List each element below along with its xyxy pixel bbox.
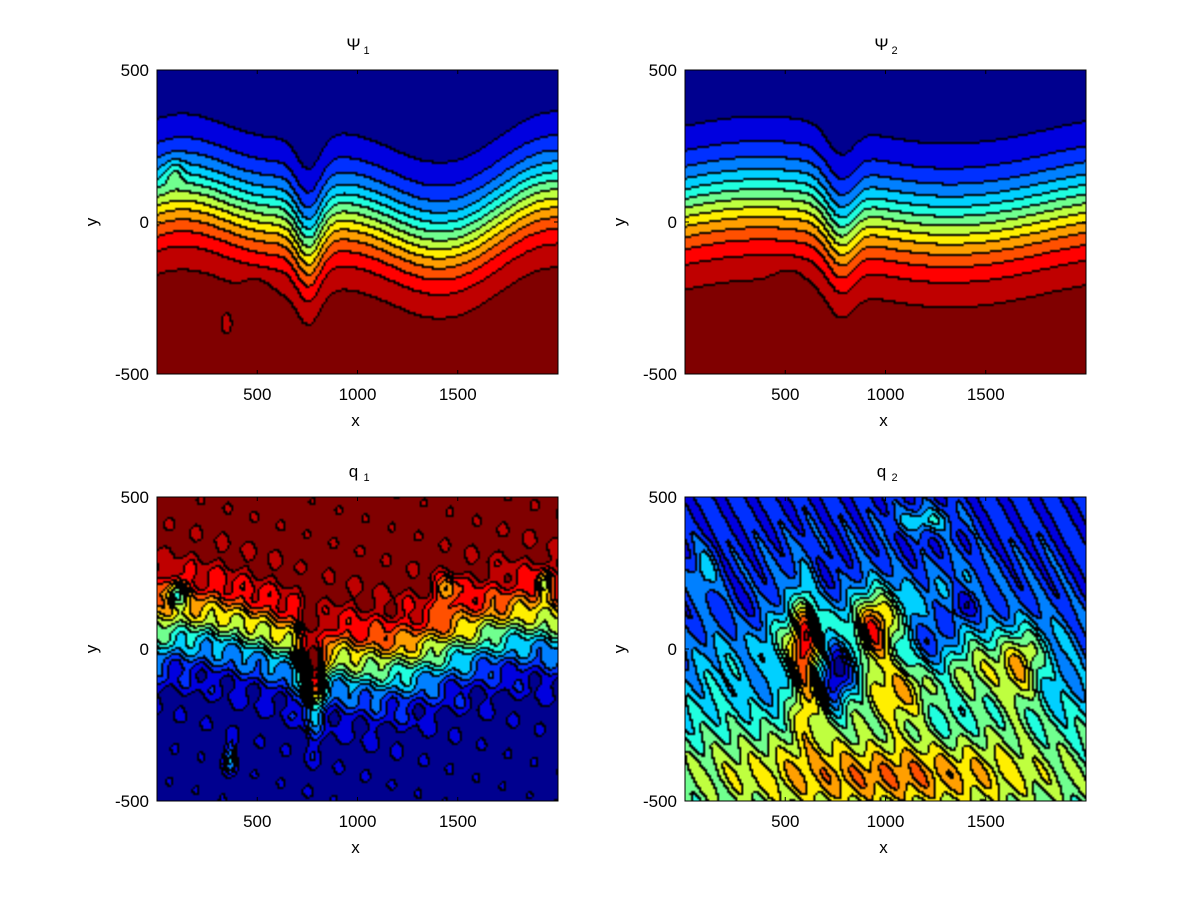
contour-field [685,497,1086,801]
y-tick-label: -500 [115,365,149,384]
x-tick-label: 1500 [967,385,1005,404]
y-axis-label: y [610,644,629,653]
y-tick-label: -500 [643,792,677,811]
panel-title-subscript: 1 [364,472,370,484]
x-tick-label: 1500 [967,812,1005,831]
x-axis-label: x [351,411,360,430]
y-tick-label: 500 [121,61,149,80]
y-tick-label: 0 [668,640,677,659]
x-axis-label: x [879,838,888,857]
panel-title: q [349,462,358,481]
contour-field [157,497,558,801]
y-tick-label: -500 [643,365,677,384]
y-tick-label: 0 [668,213,677,232]
x-tick-label: 500 [771,385,799,404]
x-tick-label: 1000 [867,385,905,404]
panel-title-subscript: 2 [892,45,898,57]
x-axis-label: x [351,838,360,857]
y-axis-label: y [610,217,629,226]
x-tick-label: 1000 [867,812,905,831]
panel-title-subscript: 2 [892,472,898,484]
y-tick-label: 500 [649,61,677,80]
panel-q1: 500 1000 1500 -500 0 500 x y q 1 [82,462,559,857]
panel-title: q [877,462,886,481]
y-axis-label: y [82,644,101,653]
x-axis-label: x [879,411,888,430]
x-tick-label: 500 [243,812,271,831]
y-tick-label: 0 [140,213,149,232]
y-tick-label: 500 [121,488,149,507]
x-tick-label: 1500 [439,385,477,404]
x-tick-label: 1000 [339,812,377,831]
x-tick-label: 1500 [439,812,477,831]
y-tick-label: -500 [115,792,149,811]
x-tick-label: 500 [771,812,799,831]
panel-title-subscript: 1 [364,45,370,57]
panel-psi2: 500 1000 1500 -500 0 500 x y Ψ 2 [610,35,1087,430]
y-tick-label: 0 [140,640,149,659]
y-axis-label: y [82,217,101,226]
x-tick-label: 1000 [339,385,377,404]
panel-q2: 500 1000 1500 -500 0 500 x y q 2 [610,462,1087,857]
y-tick-label: 500 [649,488,677,507]
panel-psi1: 500 1000 1500 -500 0 500 x y Ψ 1 [82,35,559,430]
contour-field [685,70,1086,374]
panel-title: Ψ [346,35,360,54]
panel-title: Ψ [874,35,888,54]
contour-field [157,70,558,374]
x-tick-label: 500 [243,385,271,404]
